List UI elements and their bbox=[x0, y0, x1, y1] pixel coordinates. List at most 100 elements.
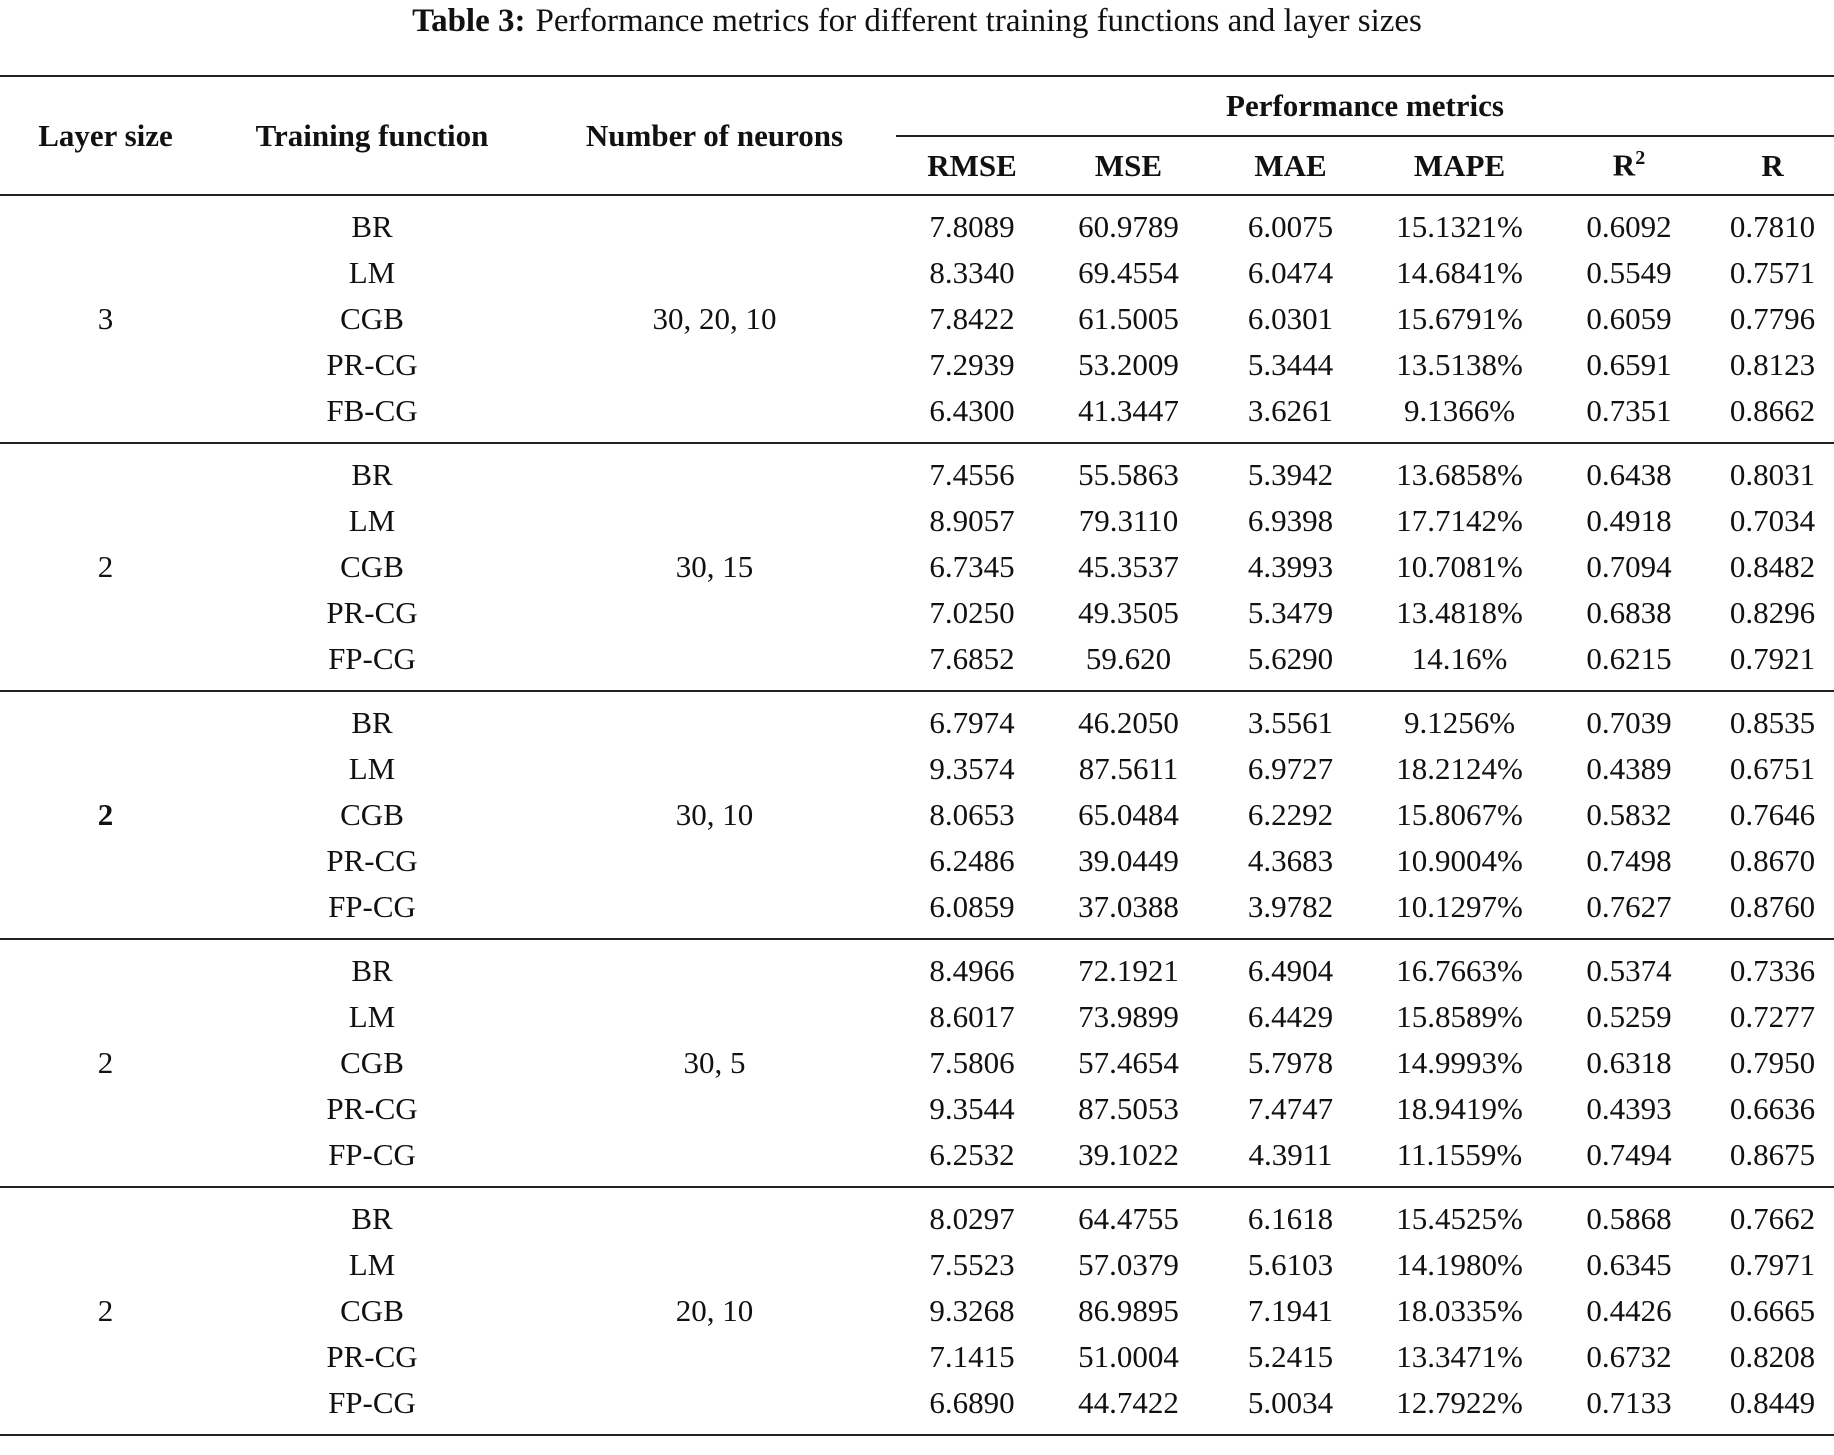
metric-value: 6.9398 bbox=[1247, 503, 1334, 538]
metric-value: 0.7810 bbox=[1729, 209, 1816, 244]
training-function: PR-CG bbox=[326, 595, 418, 630]
metric-value: 0.7351 bbox=[1586, 393, 1672, 428]
training-function: PR-CG bbox=[326, 1339, 418, 1374]
metric-value: 0.7571 bbox=[1729, 255, 1816, 290]
metric-value: 7.2939 bbox=[929, 347, 1015, 382]
metric-value: 0.8296 bbox=[1729, 595, 1816, 630]
metric-value: 0.5832 bbox=[1586, 797, 1672, 832]
row-group: 2 BR 30, 10 6.7974 46.2050 3.5561 9.1256% 0.703… bbox=[0, 691, 1834, 939]
metric-value: 6.9727 bbox=[1247, 751, 1334, 786]
metric-value: 10.9004% bbox=[1396, 843, 1523, 878]
metric-value: 17.7142% bbox=[1396, 503, 1523, 538]
neurons: 30, 5 bbox=[683, 1045, 746, 1080]
metric-value: 72.1921 bbox=[1078, 953, 1179, 988]
metric-value: 0.7336 bbox=[1729, 953, 1816, 988]
table-row: CGB 7.8422 61.5005 6.0301 15.6791% 0.6059 0.77… bbox=[0, 296, 1834, 342]
metric-value: 0.8449 bbox=[1729, 1385, 1816, 1420]
metric-value: 0.7494 bbox=[1586, 1137, 1672, 1172]
metric-value: 0.8031 bbox=[1729, 457, 1816, 492]
metric-value: 14.9993% bbox=[1396, 1045, 1523, 1080]
table: Layer size Training function Number of n… bbox=[0, 75, 1834, 1436]
metric-value: 39.1022 bbox=[1078, 1137, 1179, 1172]
header-cell: Training function bbox=[255, 117, 489, 153]
metric-value: 9.3574 bbox=[929, 751, 1015, 786]
table-row: 2 BR 20, 10 8.0297 64.4755 6.1618 15.4525% 0.58… bbox=[0, 1187, 1834, 1328]
metric-value: 0.7498 bbox=[1586, 843, 1672, 878]
metric-value: 86.9895 bbox=[1078, 1293, 1179, 1328]
metric-header: MSE bbox=[1048, 136, 1209, 195]
header-cell: Number of neurons bbox=[585, 117, 844, 153]
table-row: 2 BR 30, 10 6.7974 46.2050 3.5561 9.1256% 0.703… bbox=[0, 691, 1834, 832]
training-function: FP-CG bbox=[328, 1137, 416, 1172]
table-row: LM 8.9057 79.3110 6.9398 17.7142% 0.4918 0.703… bbox=[0, 498, 1834, 544]
metric-value: 0.6751 bbox=[1729, 751, 1816, 786]
metric-value: 65.0484 bbox=[1078, 797, 1179, 832]
metric-value: 3.6261 bbox=[1247, 393, 1334, 428]
training-function: LM bbox=[348, 999, 396, 1034]
metric-name: R bbox=[1761, 147, 1784, 183]
training-function: FP-CG bbox=[328, 1385, 416, 1420]
metric-value: 0.7277 bbox=[1729, 999, 1816, 1034]
metric-value: 0.6838 bbox=[1586, 595, 1672, 630]
metric-value: 0.8208 bbox=[1729, 1339, 1816, 1374]
metric-value: 49.3505 bbox=[1078, 595, 1179, 630]
table-row: PR-CG 7.0250 49.3505 5.3479 13.4818% 0.6838 0.… bbox=[0, 590, 1834, 636]
metric-value: 5.3444 bbox=[1247, 347, 1334, 382]
training-function: BR bbox=[351, 1201, 393, 1236]
training-function: CGB bbox=[340, 301, 404, 336]
metric-value: 0.4389 bbox=[1586, 751, 1672, 786]
metric-value: 69.4554 bbox=[1078, 255, 1179, 290]
metric-value: 39.0449 bbox=[1078, 843, 1179, 878]
metric-value: 0.7950 bbox=[1729, 1045, 1816, 1080]
metric-value: 6.6890 bbox=[929, 1385, 1015, 1420]
table-row: FP-CG 7.6852 59.620 5.6290 14.16% 0.6215 0.792… bbox=[0, 636, 1834, 691]
metric-value: 41.3447 bbox=[1078, 393, 1179, 428]
metric-value: 8.0653 bbox=[929, 797, 1015, 832]
metric-value: 87.5611 bbox=[1078, 751, 1179, 786]
metric-value: 0.7133 bbox=[1586, 1385, 1672, 1420]
metric-value: 87.5053 bbox=[1078, 1091, 1179, 1126]
table-row: LM 7.5523 57.0379 5.6103 14.1980% 0.6345 0.797… bbox=[0, 1242, 1834, 1288]
training-function: BR bbox=[351, 705, 393, 740]
metric-value: 0.4393 bbox=[1586, 1091, 1672, 1126]
metric-value: 55.5863 bbox=[1078, 457, 1179, 492]
table-row: LM 8.6017 73.9899 6.4429 15.8589% 0.5259 0.727… bbox=[0, 994, 1834, 1040]
table-row: 3 BR 30, 20, 10 7.8089 60.9789 6.0075 15.1321%… bbox=[0, 195, 1834, 336]
metric-value: 7.4747 bbox=[1247, 1091, 1334, 1126]
metric-value: 15.1321% bbox=[1396, 209, 1523, 244]
metric-value: 9.3268 bbox=[929, 1293, 1015, 1328]
metric-value: 0.6732 bbox=[1586, 1339, 1672, 1374]
metric-value: 51.0004 bbox=[1078, 1339, 1179, 1374]
table-row: LM 8.3340 69.4554 6.0474 14.6841% 0.5549 0.757… bbox=[0, 250, 1834, 296]
metric-value: 15.4525% bbox=[1396, 1201, 1523, 1236]
metric-value: 73.9899 bbox=[1078, 999, 1179, 1034]
header-group: Performance metrics bbox=[896, 76, 1834, 137]
metric-value: 6.4300 bbox=[929, 393, 1015, 428]
metric-value: 0.4918 bbox=[1586, 503, 1672, 538]
metric-header: R2 bbox=[1547, 136, 1711, 195]
metric-value: 0.8675 bbox=[1729, 1137, 1816, 1172]
metric-value: 14.1980% bbox=[1396, 1247, 1523, 1282]
metric-header: MAPE bbox=[1372, 136, 1547, 195]
metric-value: 18.0335% bbox=[1396, 1293, 1523, 1328]
metric-value: 7.0250 bbox=[929, 595, 1015, 630]
metric-header: R bbox=[1711, 136, 1834, 195]
metric-value: 13.3471% bbox=[1396, 1339, 1523, 1374]
table-row: LM 9.3574 87.5611 6.9727 18.2124% 0.4389 0.675… bbox=[0, 746, 1834, 792]
metric-value: 7.8089 bbox=[929, 209, 1015, 244]
training-function: LM bbox=[348, 1247, 396, 1282]
metric-value: 0.7971 bbox=[1729, 1247, 1816, 1282]
training-function: CGB bbox=[340, 549, 404, 584]
metric-value: 6.0474 bbox=[1247, 255, 1334, 290]
metric-value: 5.7978 bbox=[1247, 1045, 1334, 1080]
training-function: LM bbox=[348, 255, 396, 290]
metric-value: 45.3537 bbox=[1078, 549, 1179, 584]
neurons: 30, 20, 10 bbox=[652, 301, 777, 336]
metric-value: 0.6345 bbox=[1586, 1247, 1672, 1282]
training-function: FB-CG bbox=[326, 393, 418, 428]
metric-name: R bbox=[1612, 147, 1636, 183]
training-function: CGB bbox=[340, 797, 404, 832]
table-row: PR-CG 6.2486 39.0449 4.3683 10.9004% 0.7498 0.… bbox=[0, 838, 1834, 884]
header-cell: Layer size bbox=[38, 117, 173, 153]
table-row: PR-CG 7.1415 51.0004 5.2415 13.3471% 0.6732 0.… bbox=[0, 1334, 1834, 1380]
